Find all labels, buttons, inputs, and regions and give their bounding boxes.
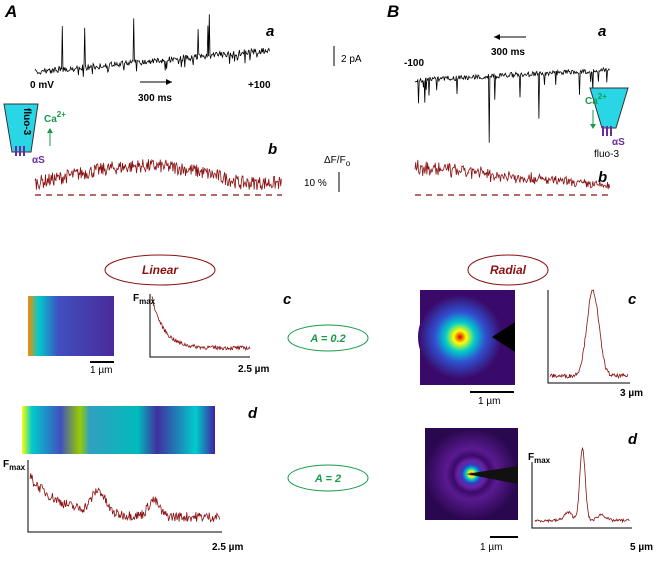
pipette-shadow	[466, 466, 518, 484]
title-ellipse	[467, 254, 549, 286]
panel-label: d	[628, 431, 638, 448]
scale-label: 1 µm	[478, 396, 500, 407]
axes	[547, 290, 630, 384]
axis-end-label: 2.5 µm	[238, 364, 269, 375]
trace-label: a	[266, 23, 274, 40]
axis-end-label: 2.5 µm	[212, 542, 243, 553]
time-scale: 300 ms	[491, 47, 525, 58]
panel-label: B	[387, 2, 399, 21]
voltage-label: +100	[248, 80, 271, 91]
section-title: Linear	[142, 263, 179, 277]
axis-end-label: 3 µm	[620, 388, 643, 399]
antibody-mark	[602, 126, 612, 136]
fluorescence-sub: o	[346, 159, 351, 168]
fmax-main: F	[3, 459, 9, 470]
pipette-shadow	[492, 322, 515, 352]
scale-label: 1 µm	[480, 542, 502, 553]
panel-label: d	[248, 405, 258, 422]
antibody-label: αS	[612, 137, 625, 148]
trace	[29, 473, 221, 523]
pipette	[3, 103, 39, 153]
title-ellipse	[104, 254, 216, 286]
trace	[34, 158, 282, 191]
fluorescence-label: ΔF/Fo	[324, 155, 351, 168]
voltage-label: 0 mV	[30, 80, 54, 91]
fmax-label: Fmax	[133, 293, 156, 306]
ion-charge: 2+	[598, 92, 607, 101]
value-ellipse	[287, 324, 369, 352]
fluorescence-main: ΔF/F	[324, 155, 346, 166]
arrow-head	[166, 79, 172, 85]
ion: Ca	[585, 96, 598, 107]
trace	[549, 289, 629, 380]
image-spot	[418, 295, 502, 379]
section-title: Radial	[490, 263, 527, 277]
trace-label: b	[268, 141, 277, 158]
fmax-main: F	[133, 293, 139, 304]
value-ellipse	[287, 464, 369, 492]
axes	[531, 462, 632, 529]
axis-end-label: 5 µm	[630, 542, 653, 553]
panel-label: c	[628, 291, 637, 308]
voltage-label: -100	[404, 58, 424, 69]
trace	[414, 66, 610, 143]
ion-charge: 2+	[57, 110, 66, 119]
panel-label: A	[4, 2, 17, 21]
trace	[534, 446, 630, 524]
image	[22, 406, 215, 454]
ion-label: Ca2+	[44, 110, 66, 125]
time-scale: 300 ms	[138, 93, 172, 104]
trace	[34, 14, 270, 77]
panel-label: c	[283, 291, 292, 308]
anisotropy-label: A = 0.2	[309, 333, 345, 345]
ion-label: Ca2+	[585, 92, 607, 107]
ion: Ca	[44, 114, 57, 125]
fmax-sub: max	[9, 463, 26, 472]
traces	[29, 14, 630, 524]
scale-label: 1 µm	[90, 365, 112, 376]
trace-label: b	[598, 169, 607, 186]
arrow-head	[494, 34, 500, 40]
scale-label: 10 %	[304, 178, 327, 189]
scale-label: 2 pA	[341, 54, 362, 65]
fmax-main: F	[528, 452, 534, 463]
antibody-label: αS	[32, 155, 45, 166]
trace	[151, 296, 251, 352]
dye-label: fluo-3	[594, 149, 619, 160]
fmax-sub: max	[534, 456, 551, 465]
anisotropy-label: A = 2	[314, 473, 341, 485]
trace-label: a	[598, 23, 606, 40]
arrow-head	[47, 128, 53, 133]
fmax-sub: max	[139, 297, 156, 306]
dye-label: fluo-3	[21, 108, 32, 136]
pipette	[589, 87, 629, 129]
axes	[27, 460, 222, 533]
fmax-label: Fmax	[528, 452, 551, 465]
antibody-mark	[15, 146, 25, 156]
image	[28, 296, 114, 356]
trace	[414, 159, 610, 190]
axes	[149, 294, 250, 358]
fmax-label: Fmax	[3, 459, 26, 472]
arrow-head	[590, 124, 596, 129]
